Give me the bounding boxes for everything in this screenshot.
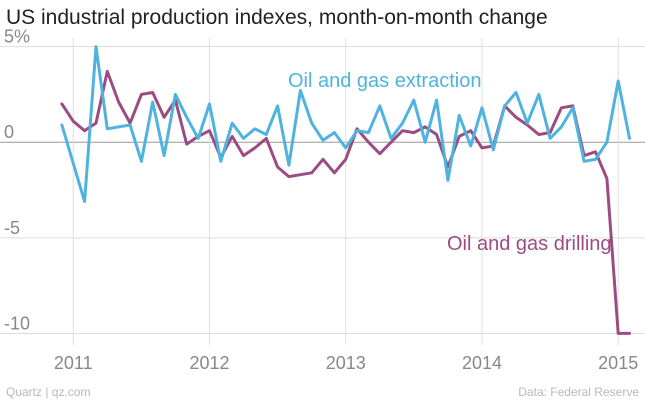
series-label-oil-gas-extraction: Oil and gas extraction	[288, 70, 481, 92]
x-tick-label: 2013	[326, 353, 366, 373]
x-tick-label: 2015	[598, 353, 638, 373]
series-line-oil-gas-drilling	[60, 69, 631, 335]
x-tick-label: 2012	[189, 353, 229, 373]
axis-tick-labels: 5% 0 -5 -10 2011 2012 2013 2014 2015	[4, 27, 638, 373]
series-line-oil-gas-extraction	[60, 45, 631, 203]
y-tick-label: 0	[4, 122, 14, 142]
x-tick-label: 2014	[462, 353, 502, 373]
y-tick-label: 5%	[4, 27, 30, 47]
series-lines	[60, 45, 631, 335]
y-tick-label: -5	[4, 218, 20, 238]
chart-title: US industrial production indexes, month-…	[6, 6, 548, 29]
y-tick-label: -10	[4, 313, 30, 333]
footer-source: Quartz | qz.com	[6, 385, 91, 399]
series-label-oil-gas-drilling: Oil and gas drilling	[447, 233, 612, 255]
series-labels: Oil and gas extraction Oil and gas drilli…	[288, 70, 612, 255]
x-tick-label: 2011	[54, 353, 93, 373]
footer-data-credit: Data: Federal Reserve	[518, 385, 639, 399]
